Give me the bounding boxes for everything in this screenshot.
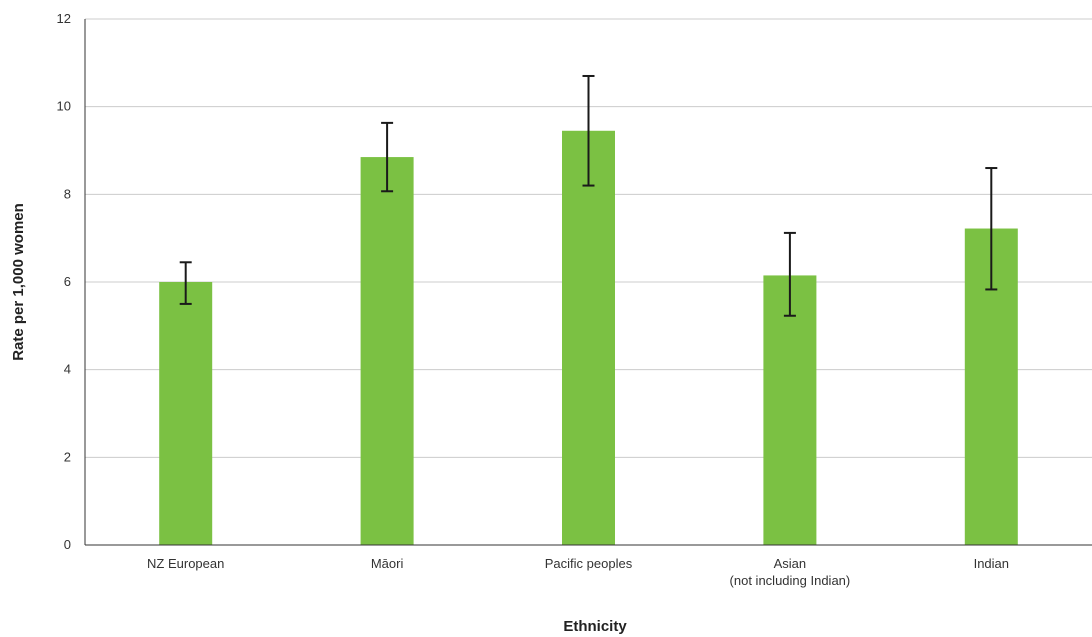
error-bar xyxy=(179,261,192,305)
y-tick-label: 10 xyxy=(57,99,71,114)
x-tick-label: Māori xyxy=(371,556,404,571)
y-tick-label: 8 xyxy=(64,186,71,201)
bar xyxy=(159,282,213,545)
axes: 0 2 4 6 8 10 12 NZ European Māori Pacific peoples… xyxy=(57,11,1092,588)
error-bar xyxy=(381,121,394,193)
x-tick-label: Asian xyxy=(774,556,807,571)
bar xyxy=(360,157,414,545)
y-tick-label: 0 xyxy=(64,537,71,552)
x-tick-label: (not including Indian) xyxy=(730,573,851,588)
y-axis-title: Rate per 1,000 women xyxy=(10,203,27,361)
x-tick-label: Indian xyxy=(974,556,1009,571)
x-tick-label: Pacific peoples xyxy=(545,556,633,571)
error-bar xyxy=(783,231,796,317)
bar xyxy=(763,275,817,545)
y-tick-label: 6 xyxy=(64,274,71,289)
error-bar xyxy=(985,167,998,291)
y-tick-label: 12 xyxy=(57,11,71,26)
error-bar xyxy=(582,74,595,187)
bar xyxy=(562,130,615,545)
bars xyxy=(159,130,1018,546)
y-tick-label: 4 xyxy=(64,362,71,377)
x-tick-label: NZ European xyxy=(147,556,224,571)
error-bars xyxy=(179,74,998,317)
x-axis-title: Ethnicity xyxy=(563,618,627,635)
y-tick-label: 2 xyxy=(64,449,71,464)
